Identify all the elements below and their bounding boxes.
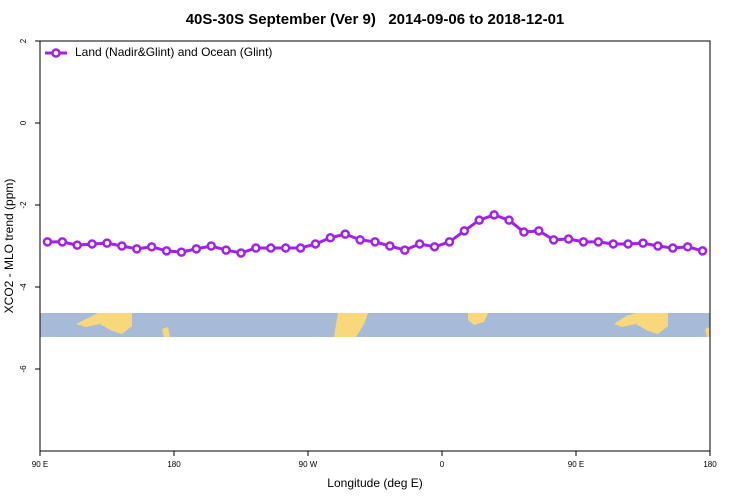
point xyxy=(191,244,202,254)
land xyxy=(705,327,710,337)
point xyxy=(72,240,82,250)
land xyxy=(468,313,488,325)
point xyxy=(355,235,365,245)
x-tick-label: 90 E xyxy=(32,460,48,469)
point xyxy=(400,245,410,255)
point xyxy=(429,242,440,252)
point xyxy=(146,242,157,252)
point xyxy=(132,244,142,254)
point xyxy=(623,239,633,249)
land xyxy=(334,313,368,337)
chart-title: 40S-30S September (Ver 9) 2014-09-06 to … xyxy=(186,11,565,28)
y-tick-label: -2 xyxy=(19,201,28,209)
legend-marker xyxy=(51,48,61,58)
point xyxy=(474,215,484,225)
point xyxy=(653,241,663,251)
point xyxy=(57,237,68,247)
y-tick-label: -4 xyxy=(19,283,28,291)
point xyxy=(117,241,127,251)
point xyxy=(310,239,321,249)
point xyxy=(102,238,112,248)
x-tick-label: 180 xyxy=(167,460,181,469)
point xyxy=(459,226,470,236)
point xyxy=(370,237,380,247)
point xyxy=(161,246,172,256)
point xyxy=(578,237,589,247)
plot-frame xyxy=(39,40,711,452)
point xyxy=(325,233,336,243)
point xyxy=(251,243,261,253)
point xyxy=(385,241,395,251)
point xyxy=(534,226,544,236)
point xyxy=(489,210,499,220)
point xyxy=(519,227,529,237)
y-tick-label: 0 xyxy=(19,120,28,125)
point xyxy=(444,237,455,247)
point xyxy=(608,239,618,249)
y-tick-label: 2 xyxy=(19,38,28,43)
y-axis-label: XCO2 - MLO trend (ppm) xyxy=(2,179,16,314)
x-tick-label: 90 W xyxy=(299,460,318,469)
ocean-band xyxy=(40,313,710,337)
land xyxy=(76,313,132,334)
point xyxy=(563,234,574,244)
land xyxy=(614,313,668,334)
point xyxy=(638,238,648,248)
point xyxy=(295,243,306,253)
point xyxy=(221,245,231,255)
x-tick-label: 90 E xyxy=(568,460,584,469)
map-strip xyxy=(40,313,710,337)
point xyxy=(176,247,187,257)
point xyxy=(548,235,559,245)
point xyxy=(340,229,350,239)
point xyxy=(682,242,693,252)
point xyxy=(42,237,53,247)
point xyxy=(206,241,216,251)
point xyxy=(697,246,708,256)
point xyxy=(593,237,604,247)
land xyxy=(162,327,170,337)
point xyxy=(236,248,246,258)
point xyxy=(87,239,97,249)
series-line xyxy=(47,213,703,255)
x-tick-label: 180 xyxy=(703,460,717,469)
y-tick-label: -6 xyxy=(19,365,28,373)
x-tick-label: 0 xyxy=(440,460,445,469)
x-axis-label: Longitude (deg E) xyxy=(327,476,422,490)
legend-label: Land (Nadir&Glint) and Ocean (Glint) xyxy=(75,45,272,59)
point xyxy=(504,215,514,225)
point xyxy=(280,243,291,253)
point xyxy=(266,243,276,253)
point xyxy=(414,239,425,249)
point xyxy=(668,243,678,253)
